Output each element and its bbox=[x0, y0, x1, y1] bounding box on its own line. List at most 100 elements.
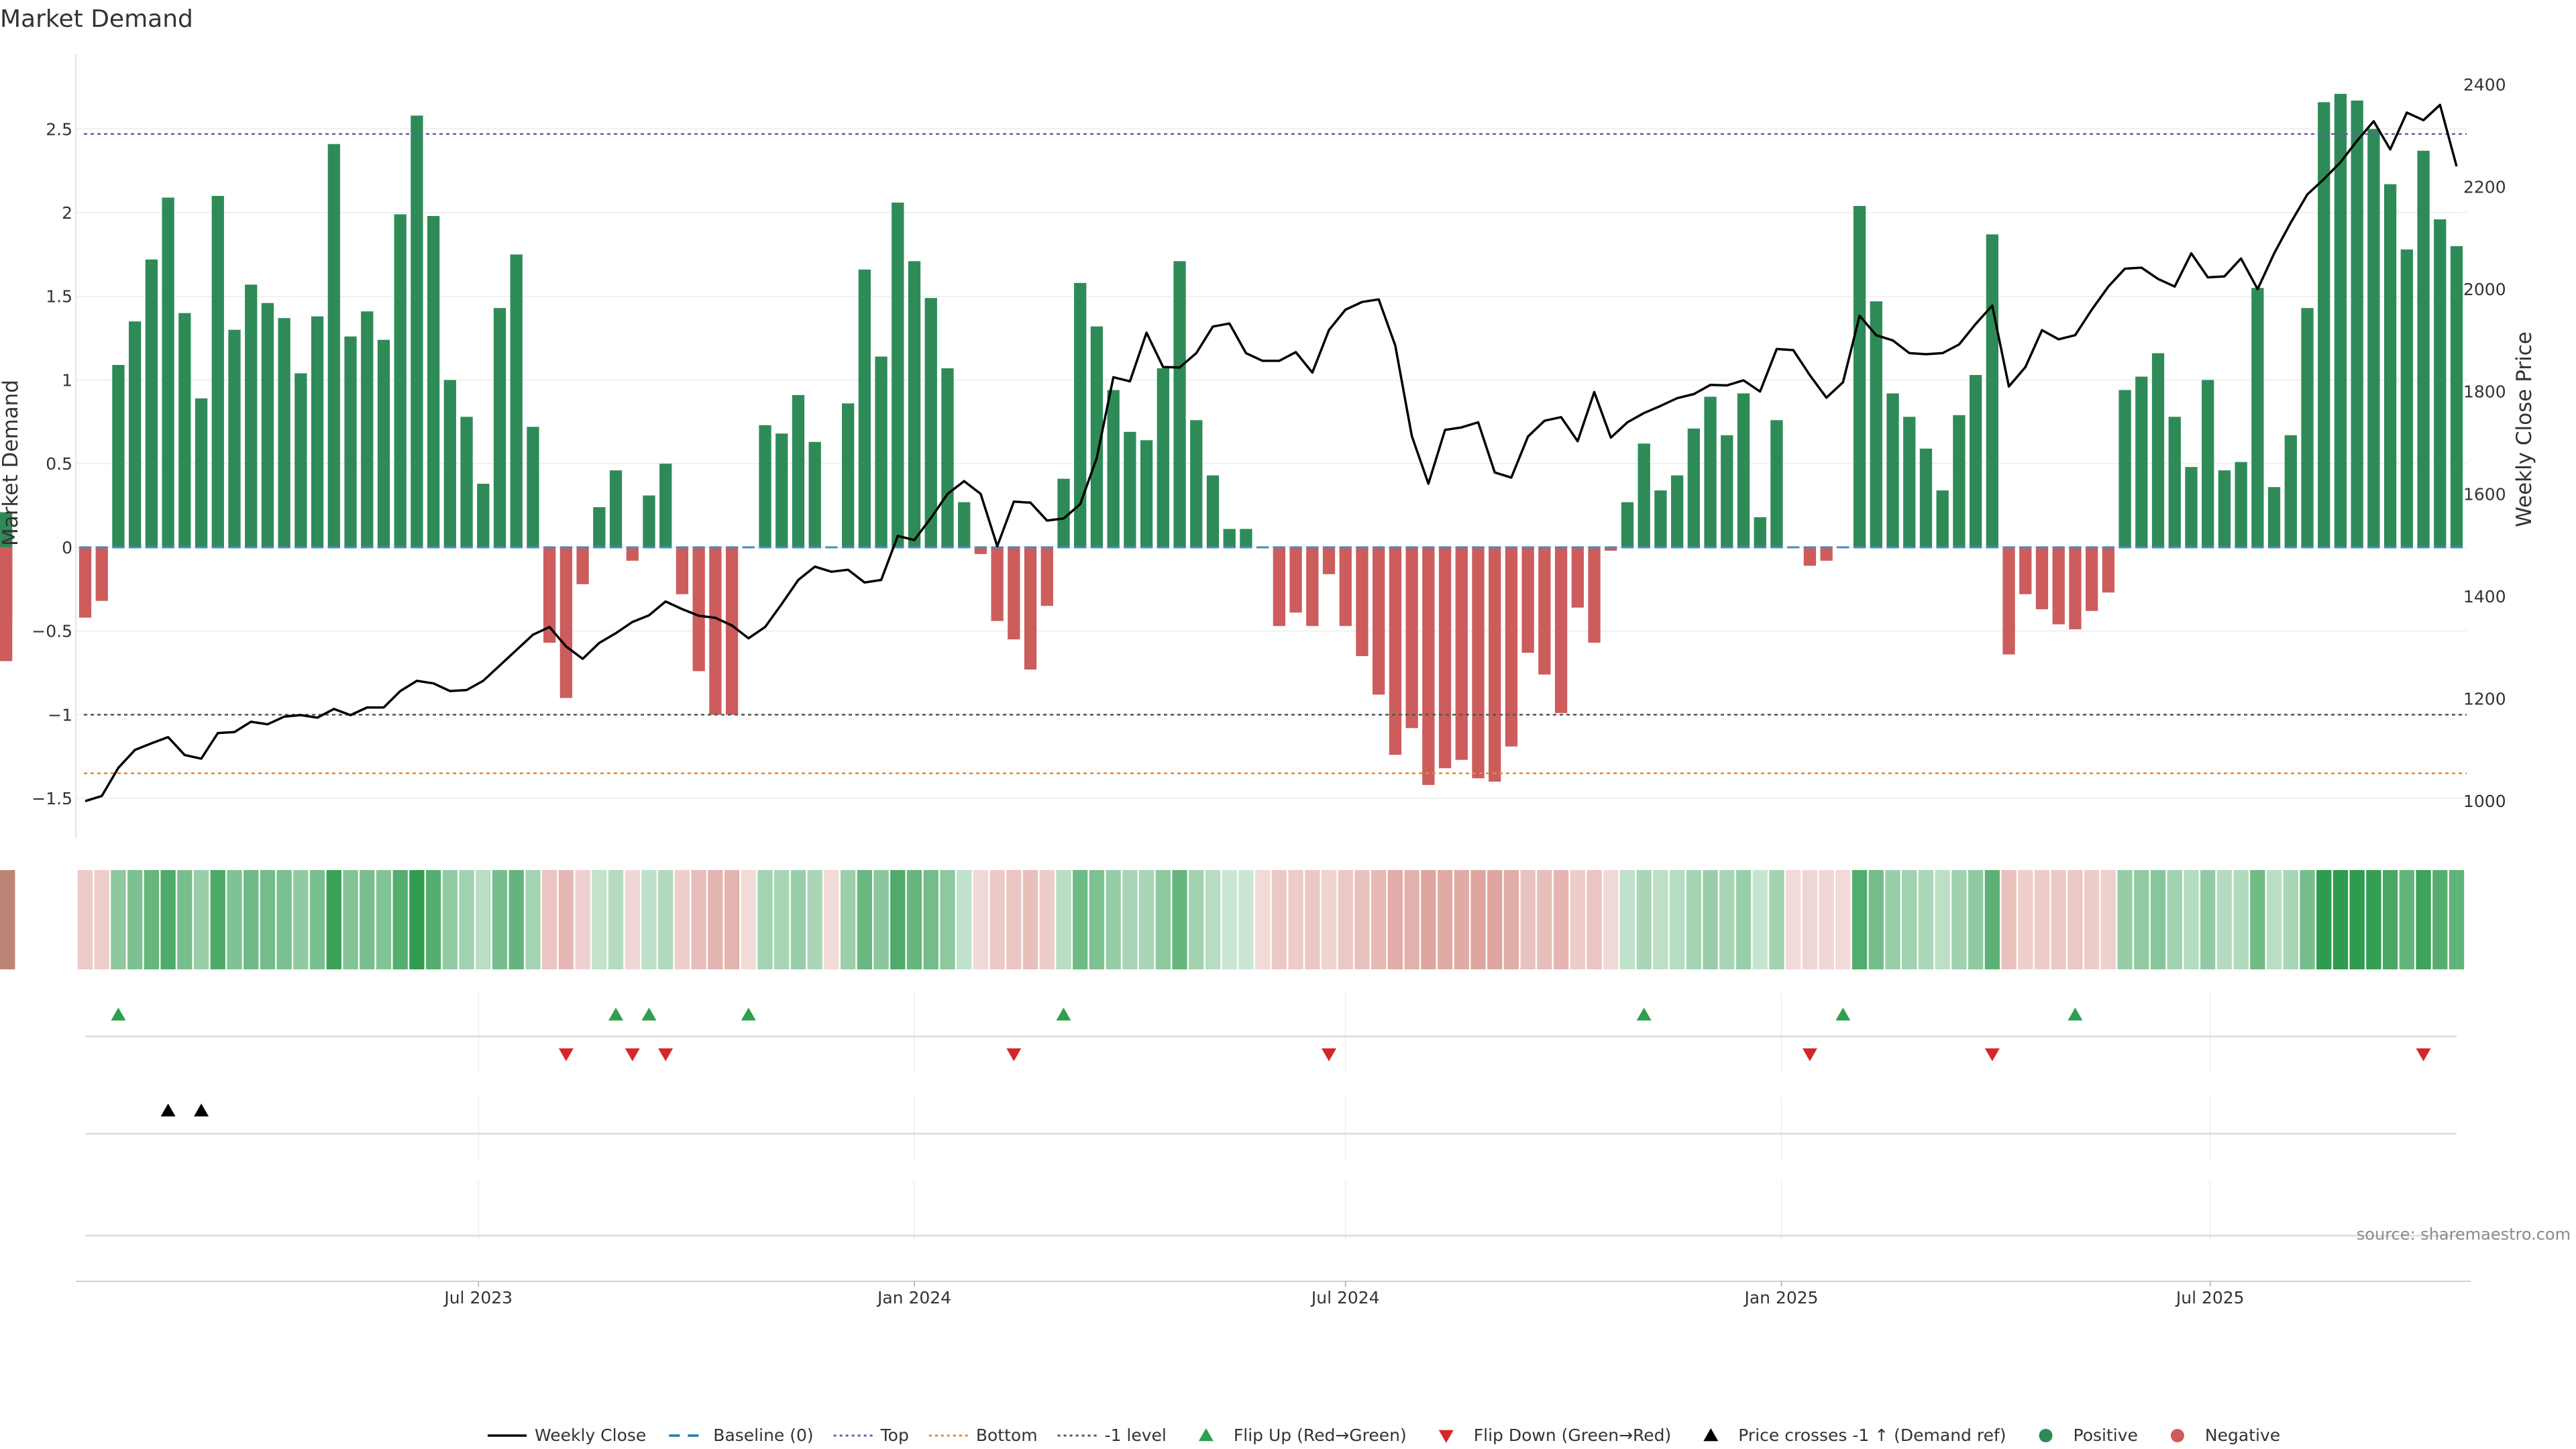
heat-cell bbox=[2084, 870, 2100, 969]
legend-label: -1 level bbox=[1105, 1426, 1167, 1445]
demand-bar bbox=[361, 311, 374, 547]
demand-bar bbox=[1438, 547, 1452, 769]
heat-cell bbox=[1089, 870, 1105, 969]
demand-bar bbox=[759, 425, 771, 547]
demand-bar bbox=[2185, 467, 2198, 547]
heat-cell bbox=[790, 870, 806, 969]
legend-label: Price crosses -1 ↑ (Demand ref) bbox=[1738, 1426, 2006, 1445]
demand-bar bbox=[1521, 547, 1534, 653]
heat-cell bbox=[1686, 870, 1702, 969]
heat-cell bbox=[1503, 870, 1519, 969]
flip-up-marker bbox=[608, 1008, 624, 1021]
heat-cell bbox=[2399, 870, 2414, 969]
cross-up-marker bbox=[160, 1104, 176, 1117]
heat-cell bbox=[890, 870, 906, 969]
heat-cell bbox=[857, 870, 873, 969]
demand-bar bbox=[1173, 261, 1186, 547]
y-tick-label: −0.5 bbox=[32, 622, 72, 641]
demand-bar bbox=[1455, 547, 1468, 760]
demand-bar bbox=[692, 547, 705, 672]
demand-bar bbox=[344, 336, 357, 547]
heat-cell bbox=[0, 870, 15, 969]
demand-bar bbox=[2400, 249, 2413, 547]
heat-cell bbox=[2150, 870, 2166, 969]
heat-cell bbox=[2266, 870, 2282, 969]
flip-up-marker bbox=[2068, 1008, 2083, 1021]
demand-bar bbox=[2267, 487, 2281, 547]
flip-down-marker bbox=[658, 1048, 674, 1061]
demand-bar bbox=[2218, 470, 2231, 547]
demand-bar bbox=[1140, 440, 1153, 547]
heat-cell bbox=[1305, 870, 1320, 969]
demand-bar bbox=[559, 547, 573, 698]
heat-cell bbox=[608, 870, 624, 969]
heat-cell bbox=[476, 870, 491, 969]
demand-bar bbox=[1074, 282, 1087, 547]
heat-cell bbox=[824, 870, 839, 969]
weekly-close-line bbox=[85, 103, 2458, 802]
demand-bar bbox=[1721, 435, 1733, 547]
demand-bar bbox=[2450, 246, 2463, 547]
flip-up-marker bbox=[111, 1008, 126, 1021]
demand-bar bbox=[1671, 475, 1684, 547]
demand-bar bbox=[974, 547, 987, 554]
demand-bar bbox=[245, 284, 258, 547]
demand-bar bbox=[808, 441, 821, 547]
heat-cell bbox=[425, 870, 441, 969]
heat-cell bbox=[1470, 870, 1486, 969]
demand-bar bbox=[145, 259, 158, 547]
demand-bar bbox=[1107, 390, 1120, 547]
y2-tick-label: 1000 bbox=[2463, 792, 2506, 811]
demand-bar bbox=[1754, 517, 1766, 547]
heat-cell bbox=[2117, 870, 2133, 969]
heat-cell bbox=[1520, 870, 1536, 969]
demand-bar bbox=[958, 502, 971, 547]
demand-bar bbox=[2069, 547, 2082, 630]
heat-cell bbox=[111, 870, 126, 969]
heat-cell bbox=[1106, 870, 1121, 969]
heat-cell bbox=[1155, 870, 1171, 969]
heat-cell bbox=[1122, 870, 1138, 969]
legend-swatch bbox=[1198, 1428, 1214, 1442]
demand-bar bbox=[2367, 129, 2380, 547]
demand-bar bbox=[2168, 417, 2181, 547]
legend-label: Flip Down (Green→Red) bbox=[1474, 1426, 1672, 1445]
heat-cell bbox=[923, 870, 938, 969]
axes: −1.5 −1 −0.5 0 0.5 1 1.5 2 2.5 1000 1200 1400 1600 18… bbox=[0, 54, 2536, 1307]
heat-cell bbox=[1902, 870, 1917, 969]
demand-bar bbox=[211, 196, 224, 547]
demand-bar bbox=[2035, 547, 2049, 610]
demand-bar bbox=[2334, 93, 2347, 547]
heat-cell bbox=[1587, 870, 1602, 969]
heat-cell bbox=[442, 870, 458, 969]
demand-bar bbox=[2235, 462, 2247, 547]
demand-bar bbox=[2434, 219, 2447, 547]
heat-cell bbox=[1769, 870, 1784, 969]
demand-bar bbox=[1654, 490, 1667, 547]
heat-cell bbox=[741, 870, 756, 969]
heat-cell bbox=[276, 870, 292, 969]
demand-bar bbox=[875, 356, 888, 547]
demand-bar bbox=[1240, 529, 1252, 547]
demand-bar bbox=[1903, 417, 1916, 547]
demand-bar bbox=[443, 380, 456, 547]
heat-cell bbox=[1719, 870, 1735, 969]
heat-cell bbox=[708, 870, 723, 969]
y2-tick-label: 1600 bbox=[2463, 484, 2506, 504]
heat-cell bbox=[1205, 870, 1221, 969]
cross-up-marker bbox=[194, 1104, 209, 1117]
y-tick-label: 1.5 bbox=[46, 287, 72, 307]
legend-label: Top bbox=[880, 1426, 909, 1445]
source-note: source: sharemaestro.com bbox=[2357, 1225, 2571, 1244]
demand-bar bbox=[643, 495, 655, 547]
reference-lines bbox=[84, 133, 2467, 774]
demand-bar bbox=[991, 547, 1004, 621]
y2-axis-label: Weekly Close Price bbox=[2512, 331, 2536, 527]
demand-bar bbox=[261, 303, 274, 547]
heat-cell bbox=[1851, 870, 1868, 969]
heat-cell bbox=[1636, 870, 1652, 969]
demand-bar bbox=[2417, 150, 2430, 547]
heat-cell bbox=[558, 870, 574, 969]
demand-bar bbox=[1322, 547, 1336, 574]
heat-cell bbox=[575, 870, 590, 969]
